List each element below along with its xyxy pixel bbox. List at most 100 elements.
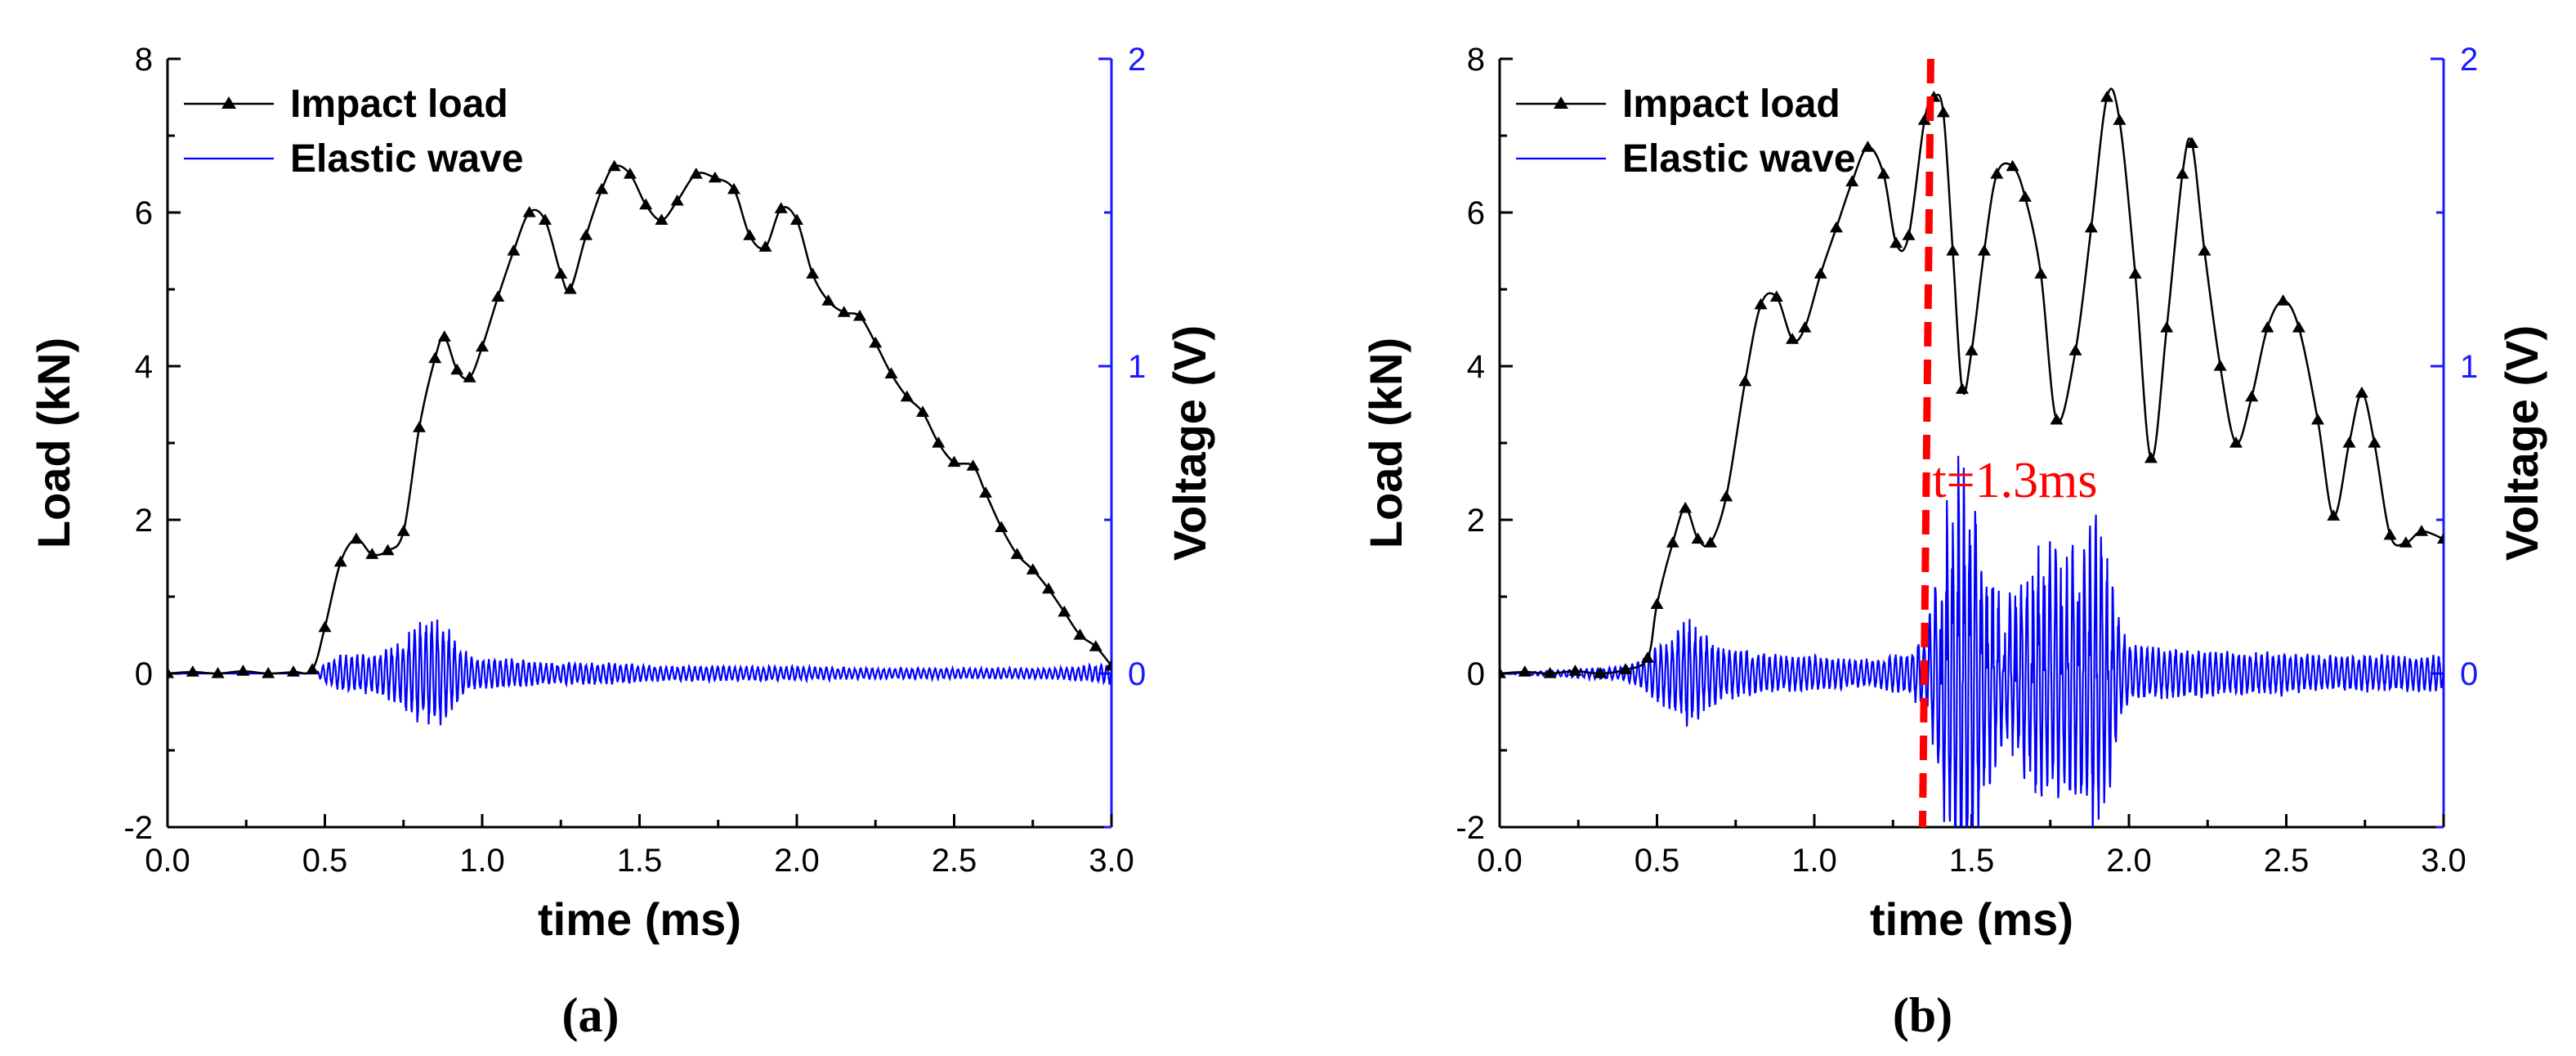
impact-load-point (1500, 667, 1506, 678)
impact-load-point (539, 213, 552, 225)
impact-load-point (1105, 659, 1111, 671)
impact-load-point (595, 182, 609, 195)
y-tick-label: 8 (1467, 42, 1485, 78)
impact-load-point (554, 267, 568, 279)
impact-load-point (758, 240, 772, 252)
x-tick-label: 3.0 (2421, 843, 2466, 879)
legend-impact-load-marker (221, 96, 236, 109)
impact-load-point (916, 405, 929, 417)
impact-load-point (2437, 532, 2444, 544)
impact-load-point (932, 436, 946, 448)
impact-load-point (365, 548, 379, 559)
impact-load-point (2292, 321, 2305, 333)
chart-panel-b: 0.0 0.5 1.0 1.5 2.0 2.5 3.0 -2 0 2 4 6 8 0 1 2 time (ms)… (1360, 42, 2547, 1042)
y-tick-label: 6 (1467, 195, 1485, 231)
impact-load-point (2034, 267, 2048, 279)
impact-load-point (396, 525, 410, 536)
impact-load-point (1720, 490, 1733, 502)
y2-tick-label: 2 (1128, 42, 1146, 78)
x-tick-label: 0.5 (302, 843, 348, 879)
impact-load-point (1861, 141, 1875, 152)
y-tick-label: 2 (135, 503, 153, 539)
annotation-dashed-line (1918, 58, 1934, 828)
y-tick-label: 0 (135, 656, 153, 692)
x-tick-label: 0.5 (1635, 843, 1680, 879)
impact-load-point (2084, 221, 2098, 233)
impact-load-point (2327, 509, 2341, 521)
legend-impact-load-label: Impact load (1622, 83, 1840, 126)
y2-axis-label: Voltage (V) (1164, 325, 1215, 561)
y-tick-label: 4 (135, 349, 153, 385)
impact-load-point (318, 620, 332, 633)
impact-load-point (2245, 390, 2259, 402)
impact-load-point (507, 244, 521, 256)
impact-load-point (1650, 597, 1664, 609)
impact-load-point (1058, 605, 1071, 617)
impact-load-point (1876, 168, 1890, 179)
impact-load-point (947, 455, 961, 468)
impact-load-point (2185, 136, 2198, 148)
impact-load-point (168, 667, 174, 678)
impact-load-point (1666, 536, 1679, 548)
elastic-wave-line (1500, 455, 2444, 827)
impact-load-point (1798, 321, 1812, 333)
impact-load-point (350, 532, 363, 544)
impact-load-point (2276, 294, 2290, 306)
impact-load-point (413, 421, 426, 432)
impact-load-point (1946, 244, 1960, 256)
x-tick-label: 2.0 (2106, 843, 2152, 879)
legend-impact-load-label: Impact load (290, 83, 508, 126)
impact-load-point (236, 664, 250, 676)
impact-load-point (1026, 563, 1040, 575)
impact-load-point (2368, 436, 2381, 448)
impact-load-point (476, 340, 489, 352)
impact-load-point (884, 367, 898, 378)
impact-load-point (1965, 344, 1979, 356)
impact-load-point (2342, 436, 2356, 448)
impact-load-point (1543, 667, 1557, 678)
y-tick-label: 2 (1467, 503, 1485, 539)
impact-load-point (670, 194, 684, 206)
plot-area (168, 159, 1111, 726)
x-tick-label: 1.5 (617, 843, 663, 879)
impact-load-point (1010, 548, 1024, 559)
impact-load-point (1845, 175, 1859, 186)
x-axis-label: time (ms) (1870, 893, 2073, 945)
impact-load-point (1936, 105, 1950, 118)
impact-load-point (186, 665, 199, 677)
impact-load-point (2050, 413, 2064, 425)
impact-load-point (837, 306, 851, 317)
impact-load-point (428, 351, 442, 364)
impact-load-point (2113, 114, 2127, 125)
legend-elastic-wave-label: Elastic wave (1622, 137, 1856, 181)
y-tick-label: 6 (135, 195, 153, 231)
y2-tick-label: 2 (2460, 42, 2478, 78)
impact-load-point (1769, 290, 1783, 302)
impact-load-point (979, 486, 992, 498)
x-tick-label: 1.5 (1949, 843, 1995, 879)
impact-load-point (2415, 525, 2429, 536)
impact-load-line (168, 164, 1111, 675)
x-tick-label: 1.0 (1791, 843, 1837, 879)
x-axis-label: time (ms) (538, 893, 741, 945)
impact-load-point (306, 663, 320, 674)
chart-panel-a: 0.0 0.5 1.0 1.5 2.0 2.5 3.0 -2 0 2 4 6 8 0 1 2 time (ms)… (28, 42, 1215, 1042)
impact-load-line (1500, 87, 2444, 675)
impact-load-point (1042, 582, 1055, 594)
impact-load-point (1990, 168, 2004, 179)
impact-load-point (1594, 667, 1608, 678)
annotation-label: t=1.3ms (1932, 453, 2097, 508)
impact-load-point (2018, 190, 2032, 202)
y-tick-label: -2 (1456, 810, 1485, 846)
impact-load-point (1568, 664, 1582, 676)
impact-load-point (262, 667, 275, 678)
impact-load-point (995, 521, 1008, 532)
y-tick-label: 4 (1467, 349, 1485, 385)
impact-load-point (2100, 91, 2114, 102)
impact-load-point (2176, 168, 2189, 179)
impact-load-point (1754, 298, 1768, 310)
impact-load-point (563, 283, 577, 294)
impact-load-point (1619, 663, 1632, 674)
impact-load-point (1977, 244, 1991, 256)
